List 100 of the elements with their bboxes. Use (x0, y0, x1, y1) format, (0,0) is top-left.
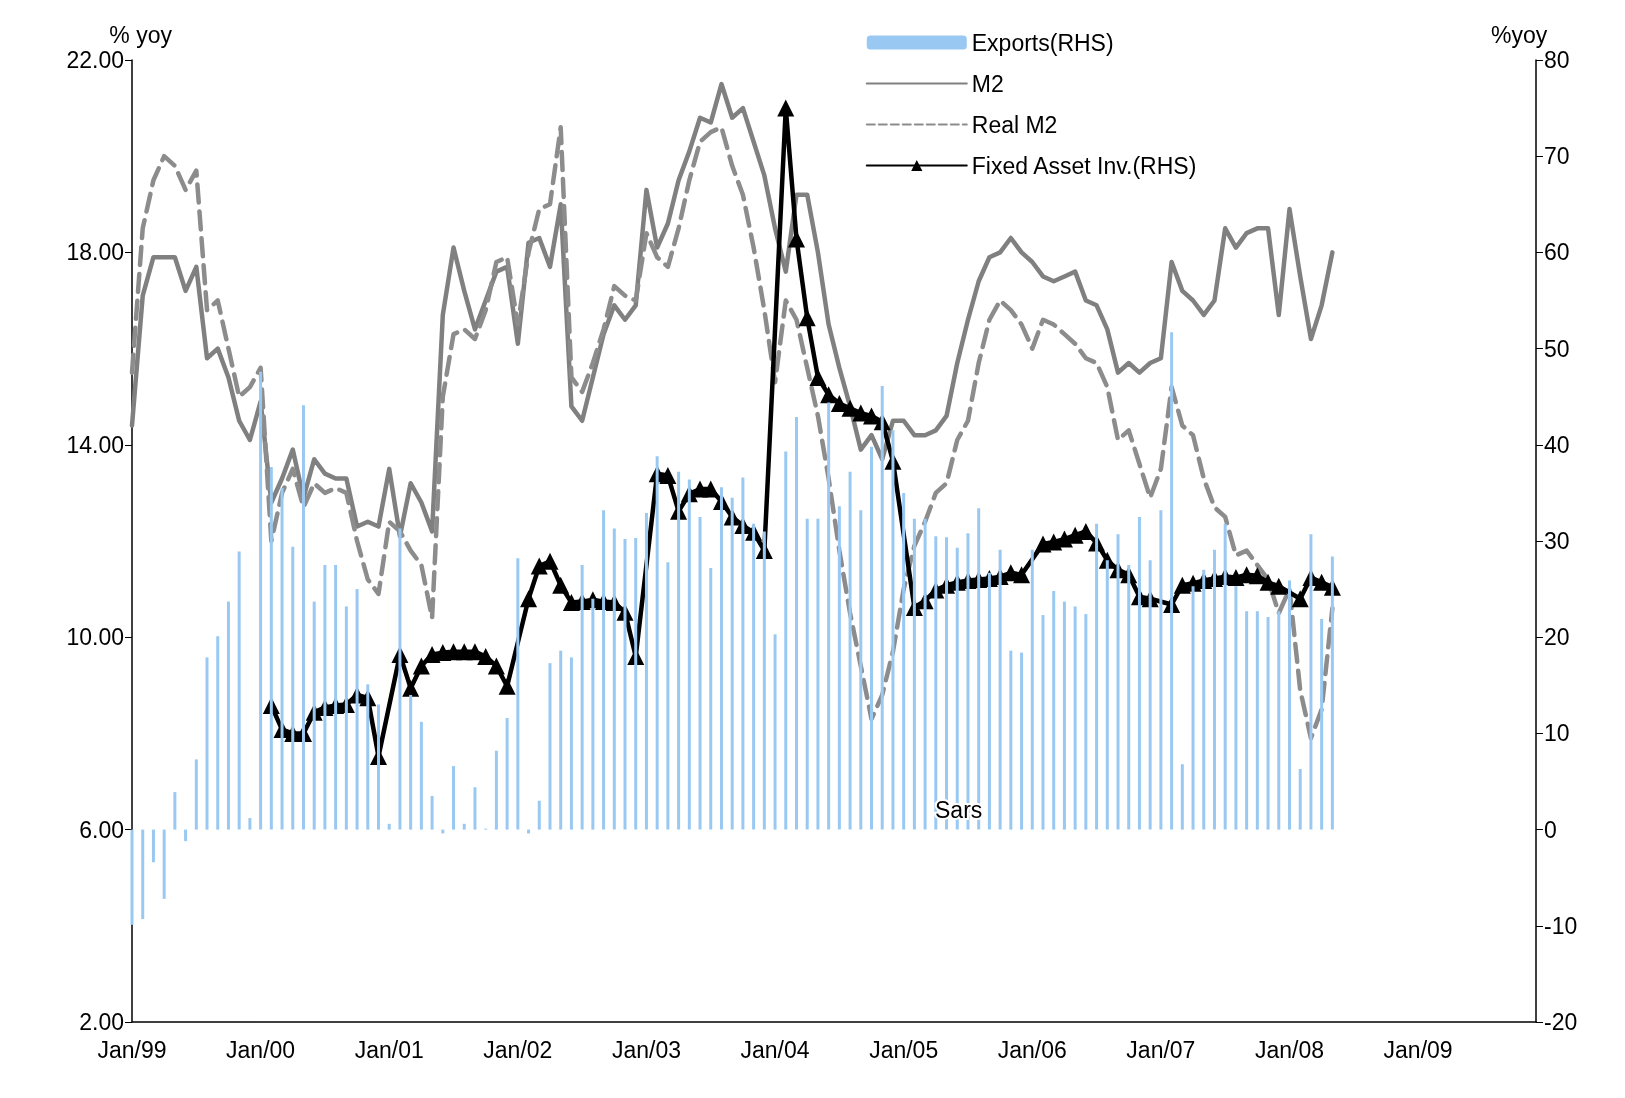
bar (398, 528, 402, 830)
x-tick-label: Jan/00 (226, 1036, 296, 1063)
y2-axis-title: %yoy (1491, 21, 1548, 48)
bar (687, 479, 691, 830)
bar (805, 518, 809, 830)
bar (752, 523, 756, 830)
y-tick-label: 18.00 (66, 239, 124, 266)
bar (409, 694, 413, 830)
bar (709, 567, 713, 830)
bar (516, 558, 520, 830)
bar (226, 601, 230, 830)
bar (141, 829, 145, 920)
bar (216, 636, 220, 830)
y2-tick-label: 50 (1544, 335, 1570, 362)
bar (344, 606, 348, 830)
bar (666, 562, 670, 830)
bar (902, 492, 906, 830)
bar (1105, 560, 1109, 830)
bar (248, 818, 252, 830)
bar (184, 829, 188, 842)
y2-tick-label: 80 (1544, 47, 1570, 73)
y-axis-title: % yoy (109, 21, 173, 48)
bar (1073, 606, 1077, 830)
bar (537, 800, 541, 830)
y-tick-label: 14.00 (66, 431, 124, 458)
bar (677, 471, 681, 830)
y2-tick-label: 20 (1544, 624, 1570, 651)
annotation: Sars (935, 796, 983, 823)
y2-tick-label: 40 (1544, 431, 1570, 458)
bar (569, 657, 573, 830)
bar (998, 549, 1002, 830)
x-tick-label: Jan/99 (97, 1036, 167, 1063)
y2-tick-label: 30 (1544, 528, 1570, 554)
bar (784, 451, 788, 830)
bar (880, 386, 884, 830)
legend-label: Exports(RHS) (971, 29, 1114, 56)
bar (634, 538, 638, 830)
bar (580, 565, 584, 830)
bar (1255, 611, 1259, 830)
bar (1148, 560, 1152, 830)
bar (912, 518, 916, 830)
x-tick-label: Jan/05 (869, 1036, 939, 1063)
bar (794, 416, 798, 830)
bar (1309, 534, 1313, 830)
bar (773, 634, 777, 830)
bar (452, 766, 456, 830)
x-tick-label: Jan/08 (1254, 1036, 1325, 1063)
bar (494, 750, 498, 830)
x-tick-label: Jan/04 (740, 1036, 810, 1063)
bar (205, 657, 209, 830)
bar (1212, 549, 1216, 830)
bar (559, 650, 563, 830)
bar (1234, 586, 1238, 830)
bar (237, 551, 241, 830)
x-tick-label: Jan/03 (611, 1036, 681, 1063)
bar (259, 371, 263, 830)
bar (1159, 510, 1163, 830)
y-tick-label: 22.00 (66, 47, 124, 73)
bar (377, 704, 380, 830)
bar (323, 565, 327, 830)
legend-label: M2 (971, 70, 1004, 97)
bar (462, 823, 466, 830)
bar (1202, 569, 1206, 830)
y-tick-label: 2.00 (79, 1009, 124, 1035)
bar (162, 829, 166, 899)
bar (827, 402, 831, 830)
bar (1127, 565, 1131, 830)
bar (623, 539, 627, 830)
bar (891, 430, 895, 830)
bar (473, 787, 477, 830)
bar (1084, 614, 1088, 830)
bar (1052, 591, 1056, 830)
x-tick-label: Jan/07 (1126, 1036, 1196, 1063)
bar (1020, 652, 1024, 830)
y2-tick-label: 60 (1544, 239, 1570, 266)
bar (1298, 768, 1302, 830)
legend-label: Fixed Asset Inv.(RHS) (971, 152, 1197, 179)
y2-tick-label: 10 (1544, 720, 1570, 747)
bar (816, 518, 820, 830)
bar (1277, 611, 1281, 830)
y2-tick-label: 0 (1544, 816, 1557, 843)
bar (859, 510, 863, 830)
y2-tick-label: -20 (1544, 1009, 1578, 1035)
bar (312, 601, 316, 830)
bar (730, 497, 734, 830)
bar (612, 528, 616, 830)
bar (1180, 764, 1184, 830)
bar (151, 829, 155, 863)
bar (1330, 556, 1334, 830)
bar (644, 513, 648, 830)
bar (1095, 523, 1099, 830)
bar (1245, 611, 1249, 830)
bar (655, 456, 659, 830)
bar (419, 721, 423, 830)
bar (762, 531, 766, 830)
x-tick-label: Jan/02 (483, 1036, 553, 1063)
bar (923, 518, 927, 830)
bar (430, 795, 434, 830)
bar (837, 506, 841, 830)
bar (194, 759, 198, 830)
